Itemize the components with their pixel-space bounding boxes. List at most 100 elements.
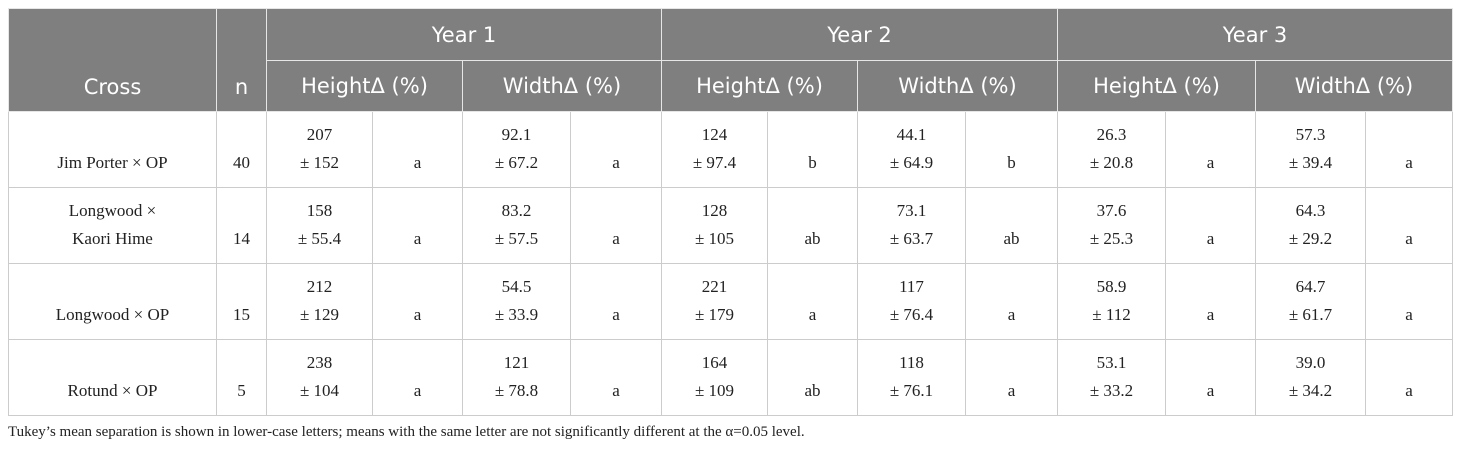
cross-cell: Jim Porter × OP <box>8 111 217 188</box>
letter-cell: a <box>1165 111 1256 188</box>
mean: 92.1 <box>501 125 532 144</box>
n-cell: 40 <box>216 111 267 188</box>
mean: 158 <box>306 201 333 220</box>
sd: ± 39.4 <box>1288 153 1333 172</box>
mean: 58.9 <box>1096 277 1127 296</box>
value-cell: 57.3 ± 39.4 <box>1255 111 1366 188</box>
sd: ± 33.2 <box>1089 381 1134 400</box>
value-cell: 124 ± 97.4 <box>661 111 768 188</box>
cross-name: Jim Porter × OP <box>57 153 168 172</box>
mean: 164 <box>701 353 728 372</box>
value-cell: 117 ± 76.4 <box>857 263 966 340</box>
value-cell: 37.6 ± 25.3 <box>1057 187 1166 264</box>
value-cell: 39.0 ± 34.2 <box>1255 339 1366 416</box>
letter-cell: a <box>1365 263 1453 340</box>
letter-cell: a <box>1165 263 1256 340</box>
metric-header: WidthΔ (%) <box>857 60 1058 112</box>
value-cell: 121 ± 78.8 <box>462 339 571 416</box>
value-cell: 83.2 ± 57.5 <box>462 187 571 264</box>
mean: 37.6 <box>1096 201 1127 220</box>
sd: ± 55.4 <box>297 229 342 248</box>
mean: 44.1 <box>896 125 927 144</box>
value-cell: 221 ± 179 <box>661 263 768 340</box>
cross-cell: Longwood × Kaori Hime <box>8 187 217 264</box>
sd: ± 104 <box>299 381 340 400</box>
cross-cell: Longwood × OP <box>8 263 217 340</box>
mean: 54.5 <box>501 277 532 296</box>
cross-cell: Rotund × OP <box>8 339 217 416</box>
letter-cell: a <box>767 263 858 340</box>
mean: 26.3 <box>1096 125 1127 144</box>
cross-name: Longwood × Kaori Hime <box>68 201 157 248</box>
letter-cell: ab <box>767 187 858 264</box>
sd: ± 34.2 <box>1288 381 1333 400</box>
sd: ± 29.2 <box>1288 229 1333 248</box>
mean: 57.3 <box>1295 125 1326 144</box>
letter-cell: ab <box>767 339 858 416</box>
value-cell: 158 ± 55.4 <box>266 187 373 264</box>
letter-cell: a <box>372 339 463 416</box>
value-cell: 54.5 ± 33.9 <box>462 263 571 340</box>
letter-cell: a <box>570 111 662 188</box>
value-cell: 44.1 ± 64.9 <box>857 111 966 188</box>
mean: 39.0 <box>1295 353 1326 372</box>
letter-cell: a <box>570 187 662 264</box>
letter-cell: a <box>1365 187 1453 264</box>
mean: 64.7 <box>1295 277 1326 296</box>
value-cell: 64.3 ± 29.2 <box>1255 187 1366 264</box>
mean: 121 <box>503 353 530 372</box>
metric-header: HeightΔ (%) <box>661 60 858 112</box>
sd: ± 97.4 <box>692 153 737 172</box>
sd: ± 76.1 <box>889 381 934 400</box>
letter-cell: a <box>1365 339 1453 416</box>
value-cell: 92.1 ± 67.2 <box>462 111 571 188</box>
sd: ± 20.8 <box>1089 153 1134 172</box>
value-cell: 58.9 ± 112 <box>1057 263 1166 340</box>
header-cell: Cross <box>8 8 217 112</box>
sd: ± 25.3 <box>1089 229 1134 248</box>
letter-cell: a <box>1165 187 1256 264</box>
cross-name: Longwood × OP <box>55 305 170 324</box>
n-cell: 15 <box>216 263 267 340</box>
letter-cell: ab <box>965 187 1058 264</box>
letter-cell: a <box>965 339 1058 416</box>
value-cell: 207 ± 152 <box>266 111 373 188</box>
value-cell: 53.1 ± 33.2 <box>1057 339 1166 416</box>
letter-cell: a <box>1365 111 1453 188</box>
table-row: Jim Porter × OP 40 207 ± 152 a 92.1 ± 67.2 a 124… <box>8 111 1453 188</box>
sd: ± 109 <box>694 381 735 400</box>
mean: 128 <box>701 201 728 220</box>
year-header: Year 2 <box>661 8 1058 61</box>
sd: ± 64.9 <box>889 153 934 172</box>
sd: ± 78.8 <box>494 381 539 400</box>
mean: 53.1 <box>1096 353 1127 372</box>
mean: 238 <box>306 353 333 372</box>
n-cell: 14 <box>216 187 267 264</box>
value-cell: 212 ± 129 <box>266 263 373 340</box>
letter-cell: a <box>372 187 463 264</box>
mean: 124 <box>701 125 728 144</box>
metric-header: HeightΔ (%) <box>266 60 463 112</box>
value-cell: 128 ± 105 <box>661 187 768 264</box>
cross-name: Rotund × OP <box>67 381 158 400</box>
mean: 118 <box>899 353 924 372</box>
year-header: Year 3 <box>1057 8 1453 61</box>
mean: 207 <box>306 125 333 144</box>
value-cell: 118 ± 76.1 <box>857 339 966 416</box>
table-row: Rotund × OP 5 238 ± 104 a 121 ± 78.8 a 164 ± 109 a… <box>8 339 1453 416</box>
letter-cell: a <box>1165 339 1256 416</box>
sd: ± 63.7 <box>889 229 934 248</box>
letter-cell: b <box>965 111 1058 188</box>
sd: ± 129 <box>299 305 340 324</box>
value-cell: 26.3 ± 20.8 <box>1057 111 1166 188</box>
mean: 83.2 <box>501 201 532 220</box>
metric-header: HeightΔ (%) <box>1057 60 1256 112</box>
sd: ± 179 <box>694 305 735 324</box>
sd: ± 76.4 <box>889 305 934 324</box>
value-cell: 64.7 ± 61.7 <box>1255 263 1366 340</box>
footnote: Tukey’s mean separation is shown in lowe… <box>8 424 805 440</box>
metric-header: WidthΔ (%) <box>462 60 662 112</box>
letter-cell: a <box>372 111 463 188</box>
value-cell: 164 ± 109 <box>661 339 768 416</box>
value-cell: 238 ± 104 <box>266 339 373 416</box>
